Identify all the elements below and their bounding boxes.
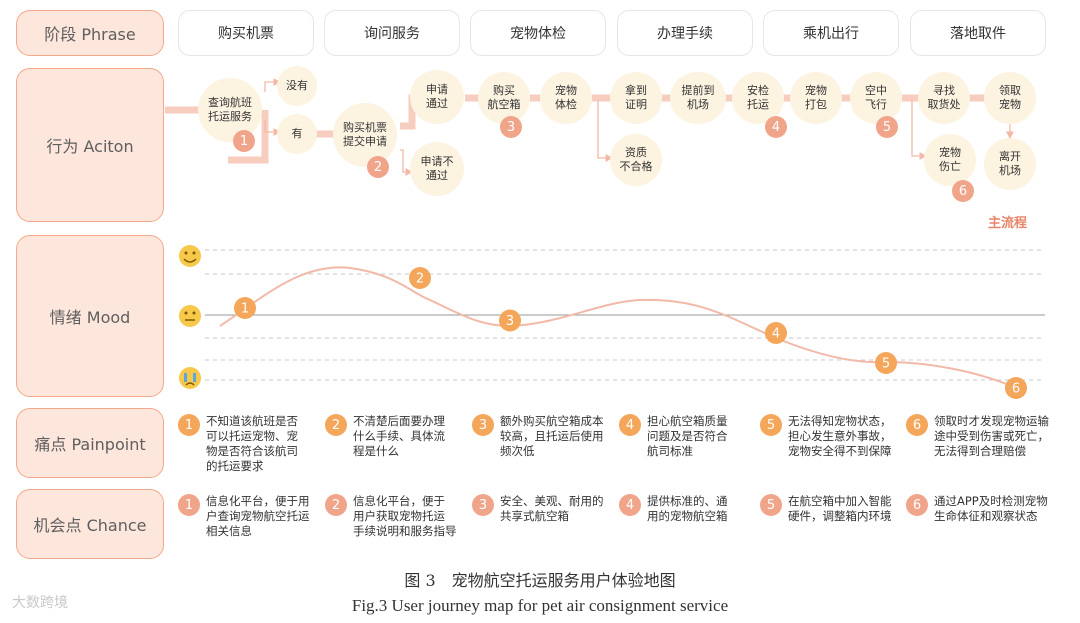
node-get-certificate: 拿到 证明 (610, 72, 662, 124)
painpoint-number: 2 (325, 414, 347, 436)
mood-point-label: 1 (241, 302, 249, 317)
chance-number: 5 (760, 494, 782, 516)
chance-text: 在航空箱中加入智能 硬件，调整箱内环境 (788, 494, 892, 523)
row-label-painpoint: 痛点 Painpoint (16, 408, 164, 478)
node-leave-airport: 离开 机场 (984, 138, 1036, 190)
node-pet-packing: 宠物 打包 (790, 72, 842, 124)
node-arrive-early: 提前到 机场 (670, 72, 726, 124)
stage-buy-ticket: 购买机票 (178, 10, 314, 56)
mood-point-1: 1 (234, 297, 256, 319)
node-collect-pet: 领取 宠物 (984, 72, 1036, 124)
painpoint-number: 5 (760, 414, 782, 436)
chance-number: 3 (472, 494, 494, 516)
painpoint-text: 无法得知宠物状态， 担心发生意外事故， 宠物安全得不到保障 (788, 414, 892, 458)
row-label-action: 行为 Aciton (16, 68, 164, 222)
neutral-face-icon (179, 305, 201, 327)
node-security-checkin: 安检 托运 (732, 72, 784, 124)
row-label-phase: 阶段 Phrase (16, 10, 164, 56)
painpoint-text: 不知道该航班是否 可以托运宠物、宠 物是否符合该航司 的托运要求 (206, 414, 298, 473)
row-label-chance: 机会点 Chance (16, 489, 164, 559)
node-pet-checkup: 宠物 体检 (540, 72, 592, 124)
mood-point-3: 3 (499, 309, 521, 332)
figure-caption-chinese: 图 3 宠物航空托运服务用户体验地图 (404, 571, 676, 590)
action-badge-1: 1 (233, 130, 255, 152)
chance-text: 信息化平台，便于 用户获取宠物托运 手续说明和服务指导 (353, 494, 457, 538)
chance-number: 2 (325, 494, 347, 516)
node-no: 没有 (277, 66, 317, 106)
painpoint-number: 3 (472, 414, 494, 436)
stage-pet-check: 宠物体检 (470, 10, 606, 56)
stage-pickup: 落地取件 (910, 10, 1046, 56)
action-badge-3: 3 (500, 116, 522, 138)
chance-text: 通过APP及时检测宠物 生命体征和观察状态 (934, 494, 1048, 523)
node-unqualified: 资质 不合格 (610, 134, 662, 186)
painpoint-number: 4 (619, 414, 641, 436)
mood-point-label: 2 (416, 272, 424, 287)
mood-point-6: 6 (1005, 377, 1027, 399)
node-in-flight: 空中 飞行 (850, 72, 902, 124)
node-find-pickup: 寻找 取货处 (918, 72, 970, 124)
mood-point-label: 3 (506, 314, 514, 329)
happy-face-icon (179, 245, 201, 267)
chance-number: 4 (619, 494, 641, 516)
stage-inquiry: 询问服务 (324, 10, 460, 56)
crying-face-icon (179, 367, 201, 389)
node-yes: 有 (277, 114, 317, 154)
chance-number: 6 (906, 494, 928, 516)
row-label-mood: 情绪 Mood (16, 235, 164, 397)
stage-boarding: 乘机出行 (763, 10, 899, 56)
action-badge-5: 5 (876, 116, 898, 138)
mood-point-label: 4 (772, 327, 780, 342)
node-approved: 申请 通过 (410, 70, 464, 124)
action-badge-6: 6 (952, 180, 974, 202)
mood-point-4: 4 (765, 322, 787, 344)
painpoint-text: 担心航空箱质量 问题及是否符合 航司标准 (647, 414, 728, 458)
mood-point-2: 2 (409, 267, 431, 289)
node-rejected: 申请不 通过 (410, 142, 464, 196)
stage-procedures: 办理手续 (617, 10, 753, 56)
watermark: 大数跨境 (12, 595, 68, 611)
painpoint-text: 额外购买航空箱成本 较高，且托运后使用 频次低 (500, 414, 604, 458)
mood-point-5: 5 (875, 352, 897, 374)
painpoint-text: 领取时才发现宠物运输 途中受到伤害或死亡， 无法得到合理赔偿 (934, 414, 1049, 458)
node-submit-application: 购买机票 提交申请 (333, 103, 397, 167)
chance-number: 1 (178, 494, 200, 516)
main-flow-label: 主流程 (988, 216, 1028, 231)
painpoint-number: 6 (906, 414, 928, 436)
node-pet-casualty: 宠物 伤亡 (924, 134, 976, 186)
action-badge-2: 2 (367, 156, 389, 178)
chance-text: 提供标准的、通 用的宠物航空箱 (647, 494, 728, 523)
node-check-flight: 查询航班 托运服务 (198, 78, 262, 142)
painpoint-number: 1 (178, 414, 200, 436)
mood-point-label: 5 (882, 357, 890, 372)
chance-text: 信息化平台，便于用 户查询宠物航空托运 相关信息 (206, 494, 310, 538)
figure-caption-english: Fig.3 User journey map for pet air consi… (351, 596, 729, 615)
mood-point-label: 6 (1012, 382, 1020, 397)
node-buy-crate: 购买 航空箱 (478, 72, 530, 124)
painpoint-text: 不清楚后面要办理 什么手续、具体流 程是什么 (353, 414, 445, 458)
chance-text: 安全、美观、耐用的 共享式航空箱 (500, 494, 604, 523)
action-badge-4: 4 (765, 116, 787, 138)
